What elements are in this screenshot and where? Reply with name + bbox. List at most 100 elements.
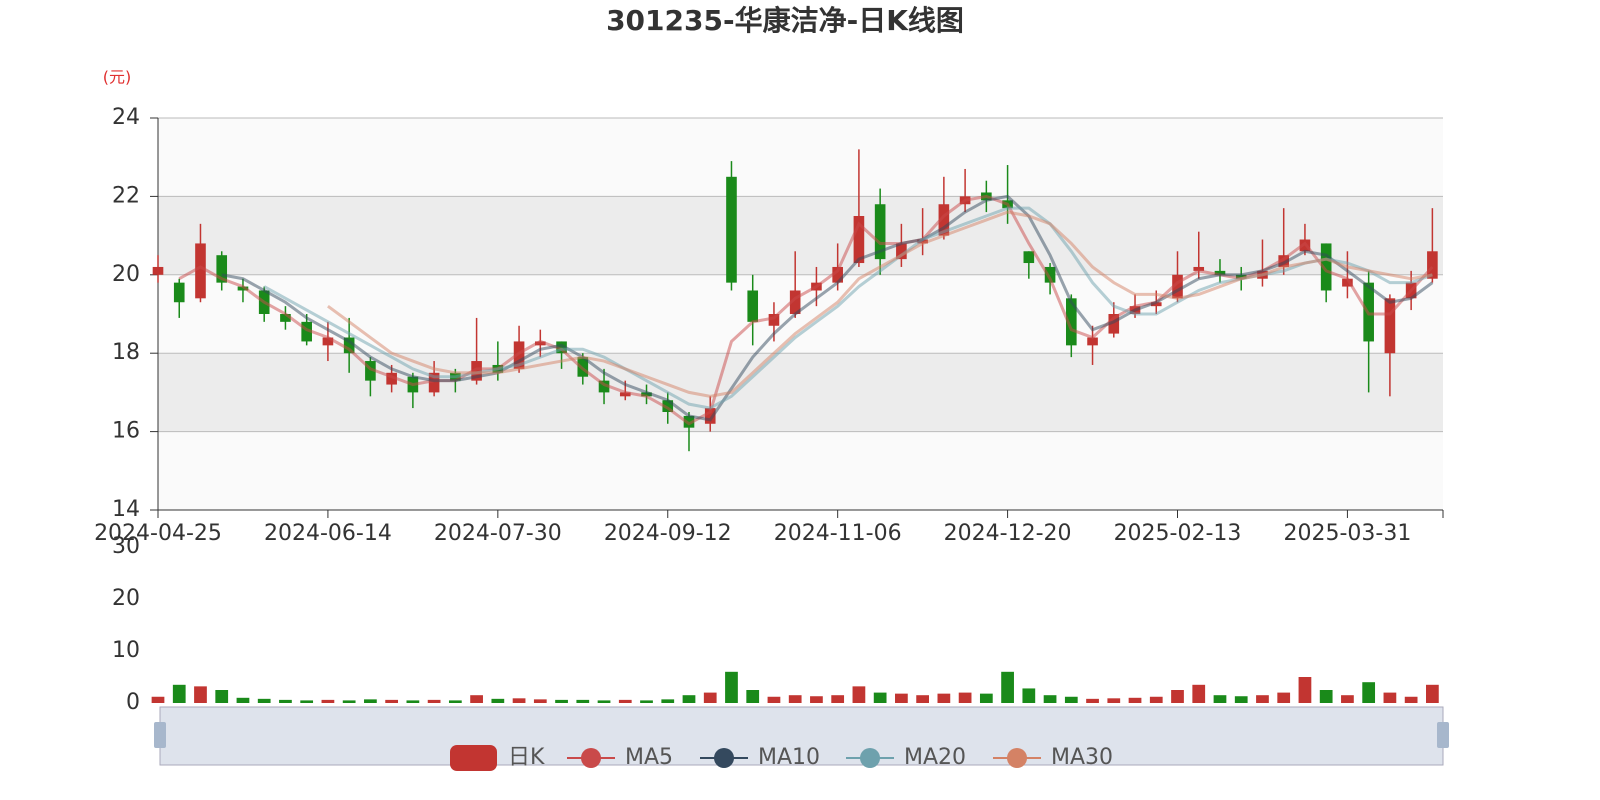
legend-icon: [860, 748, 880, 768]
candle-body: [216, 255, 228, 283]
legend-label: MA10: [758, 745, 820, 770]
volume-bar: [1319, 690, 1333, 703]
volume-tick-label: 10: [112, 638, 140, 663]
y-tick-label: 22: [112, 183, 140, 208]
candle-body: [1193, 266, 1205, 271]
candle-body: [152, 266, 164, 275]
volume-bar: [533, 699, 547, 703]
volume-bar: [1234, 696, 1248, 703]
volume-tick-label: 30: [112, 534, 140, 559]
candle-body: [704, 408, 716, 424]
volume-bar: [979, 693, 993, 703]
x-tick-label: 2025-03-31: [1283, 521, 1411, 546]
volume-bar: [342, 700, 356, 703]
volume-bar: [279, 699, 292, 703]
volume-bar: [916, 695, 929, 703]
y-axis-label: (元): [103, 68, 132, 87]
volume-bar: [1128, 697, 1142, 703]
candle-body: [322, 337, 334, 346]
candle-body: [280, 314, 291, 322]
volume-bar: [788, 695, 802, 703]
candle-body: [726, 176, 737, 283]
candle-body: [1214, 270, 1226, 275]
volume-bar: [1213, 695, 1227, 703]
volume-bar: [1192, 684, 1206, 703]
candle-body: [535, 341, 546, 346]
candle-body: [237, 286, 249, 291]
legend-label: MA30: [1051, 745, 1113, 770]
volume-bar: [491, 698, 505, 703]
x-tick-label: 2024-07-30: [434, 521, 562, 546]
candle-body: [747, 290, 759, 322]
volume-bar: [1022, 688, 1036, 703]
candle-body: [1108, 314, 1120, 334]
legend-icon: [1007, 748, 1027, 768]
y-tick-label: 16: [112, 419, 140, 444]
legend-icon: [450, 745, 497, 771]
candle-body: [556, 341, 567, 354]
volume-bar: [1107, 698, 1121, 703]
x-tick-label: 2025-02-13: [1114, 521, 1242, 546]
candle-body: [598, 380, 610, 393]
volume-bar: [194, 686, 207, 703]
volume-bar: [895, 693, 908, 703]
legend-label: 日K: [508, 745, 545, 770]
volume-bar: [937, 693, 951, 703]
volume-bar: [448, 700, 462, 703]
volume-tick-label: 20: [112, 586, 140, 611]
volume-bar: [1001, 671, 1014, 703]
split-area: [158, 196, 1443, 275]
candle-body: [1235, 274, 1247, 279]
candle-body: [343, 337, 355, 354]
volume-bar: [1086, 698, 1099, 703]
volume-bar: [618, 699, 632, 703]
candle-body: [641, 392, 652, 397]
volume-bar: [1064, 696, 1078, 703]
volume-bar: [385, 699, 399, 703]
candle-body: [768, 314, 780, 326]
y-tick-label: 20: [112, 262, 140, 287]
chart-title: 301235-华康洁净-日K线图: [606, 4, 964, 37]
candle-body: [917, 239, 928, 244]
candle-body: [1278, 255, 1290, 267]
candle-body: [1023, 251, 1035, 264]
volume-bar: [576, 699, 590, 703]
volume-bar: [1256, 695, 1269, 703]
candle-body: [662, 400, 674, 412]
x-tick-label: 2024-06-14: [264, 521, 392, 546]
volume-bar: [1298, 677, 1312, 703]
candle-body: [938, 204, 950, 236]
volume-bar: [215, 690, 229, 703]
candle-body: [1172, 274, 1183, 299]
volume-bar: [1043, 695, 1057, 703]
volume-bar: [427, 699, 441, 703]
split-area: [158, 353, 1443, 432]
volume-bar: [1362, 682, 1376, 703]
split-area: [158, 118, 1443, 197]
volume-bar: [852, 686, 866, 703]
candle-body: [1065, 298, 1077, 346]
volume-bar: [725, 671, 738, 703]
candle-body: [386, 372, 397, 385]
volume-bar: [406, 700, 420, 703]
candle-body: [1150, 302, 1162, 307]
candle-body: [1087, 337, 1098, 346]
candle-body: [853, 216, 865, 264]
volume-bar: [640, 700, 653, 703]
candle-body: [896, 243, 907, 260]
volume-bar: [470, 695, 483, 703]
ma-line: [221, 194, 1434, 422]
volume-bar: [1149, 696, 1163, 703]
y-tick-label: 18: [112, 340, 140, 365]
volume-tick-label: 0: [126, 690, 140, 715]
candle-body: [789, 290, 801, 314]
candle-body: [832, 266, 843, 283]
volume-bar: [661, 699, 675, 703]
y-tick-label: 24: [112, 105, 140, 130]
volume-bar: [151, 696, 165, 703]
volume-bar: [555, 699, 568, 703]
volume-bar: [172, 684, 186, 703]
split-area: [158, 431, 1443, 510]
candle-body: [173, 282, 185, 303]
